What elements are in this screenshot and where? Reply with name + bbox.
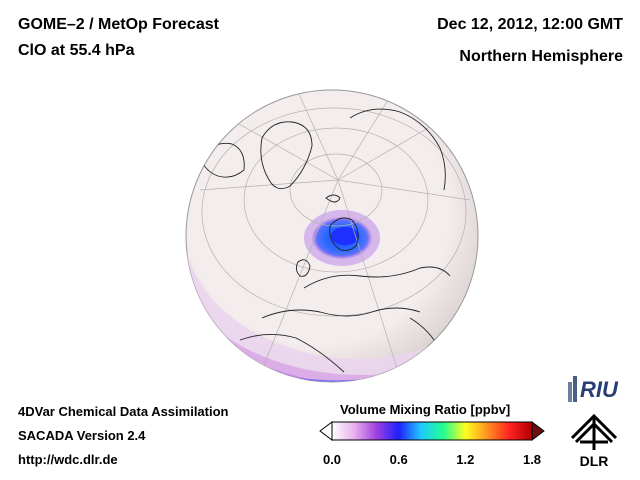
colorbar-scale bbox=[331, 421, 533, 441]
coastlines bbox=[199, 108, 457, 373]
siberia-coast bbox=[349, 108, 446, 191]
colorbar-tick-label: 1.8 bbox=[522, 452, 542, 467]
dlr-logo: DLR bbox=[570, 413, 618, 469]
product-title: GOME–2 / MetOp Forecast bbox=[18, 16, 219, 33]
scandinavia bbox=[329, 217, 359, 251]
greenland bbox=[260, 121, 313, 190]
africa-coast bbox=[239, 334, 345, 373]
svalbard bbox=[325, 194, 341, 203]
clo-maximum-scandinavia bbox=[304, 210, 380, 266]
species-label: ClO at 55.4 hPa bbox=[18, 42, 135, 59]
colorbar-tick-label: 0.6 bbox=[389, 452, 408, 467]
colorbar-underflow-arrow bbox=[319, 421, 333, 441]
method-label: 4DVar Chemical Data Assimilation bbox=[18, 404, 229, 419]
graticule bbox=[199, 91, 471, 379]
url-link[interactable]: http://wdc.dlr.de bbox=[18, 452, 118, 467]
british-isles bbox=[295, 259, 311, 277]
datetime-label: Dec 12, 2012, 12:00 GMT bbox=[437, 16, 623, 33]
svg-text:RIU: RIU bbox=[580, 377, 619, 402]
canada-arctic bbox=[199, 142, 245, 178]
colorbar-tick-label: 0.0 bbox=[322, 452, 342, 467]
colorbar bbox=[319, 421, 545, 441]
europe bbox=[303, 266, 451, 289]
mediterranean bbox=[261, 307, 421, 319]
riu-logo: RIU bbox=[568, 376, 619, 402]
region-label: Northern Hemisphere bbox=[459, 48, 623, 65]
colorbar-overflow-arrow bbox=[531, 421, 545, 441]
colorbar-tick-label: 1.2 bbox=[456, 452, 475, 467]
colorbar-title: Volume Mixing Ratio [ppbv] bbox=[340, 402, 511, 417]
svg-text:DLR: DLR bbox=[580, 453, 609, 469]
version-label: SACADA Version 2.4 bbox=[18, 428, 146, 443]
